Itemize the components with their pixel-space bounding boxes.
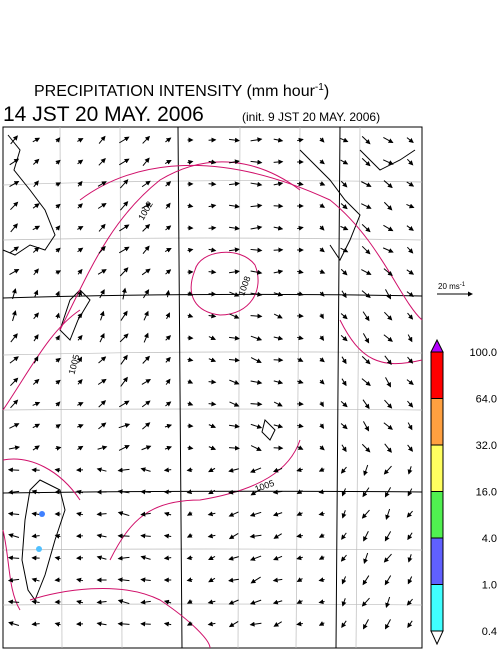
wind-vector bbox=[9, 470, 19, 471]
wind-vector bbox=[165, 558, 171, 559]
colorbar-label: 0.4 bbox=[482, 626, 497, 638]
wind-vector bbox=[274, 206, 283, 207]
title-close: ) bbox=[324, 83, 329, 100]
colorbar-segment bbox=[431, 492, 443, 539]
colorbar-label: 16.0 bbox=[476, 487, 497, 499]
colorbar-segment bbox=[431, 445, 443, 492]
colorbar-label: 1.0 bbox=[482, 580, 497, 592]
colorbar-segment bbox=[431, 352, 443, 399]
title: PRECIPITATION INTENSITY (mm hour-1) bbox=[34, 82, 329, 100]
colorbar-label: 4.0 bbox=[482, 533, 497, 545]
colorbar: 100.0 64.0 32.0 16.0 4.0 1.0 0.4 bbox=[431, 340, 497, 644]
init-time: (init. 9 JST 20 MAY. 2006) bbox=[242, 110, 380, 124]
title-text: PRECIPITATION INTENSITY (mm hour bbox=[34, 83, 316, 100]
vector-label: 20 ms bbox=[438, 282, 460, 291]
wind-vector bbox=[119, 624, 130, 625]
colorbar-label: 100.0 bbox=[469, 347, 497, 359]
wind-vector bbox=[209, 294, 216, 295]
wind-vector bbox=[209, 382, 216, 383]
wind-vector bbox=[209, 272, 216, 273]
map-area: 1002 1008 1005 1005 bbox=[3, 127, 422, 648]
wind-vector bbox=[55, 492, 60, 493]
colorbar-segment bbox=[431, 538, 443, 585]
vector-reference-label: 20 ms-1 bbox=[438, 282, 466, 291]
wind-vector bbox=[209, 228, 216, 229]
wind-vector bbox=[274, 162, 283, 163]
colorbar-label: 64.0 bbox=[476, 394, 497, 406]
colorbar-top bbox=[431, 340, 443, 352]
colorbar-segment bbox=[431, 585, 443, 632]
wind-vector bbox=[251, 404, 262, 405]
valid-time: 14 JST 20 MAY. 2006 bbox=[3, 103, 204, 126]
vector-exponent: -1 bbox=[460, 282, 466, 288]
vector-reference: 20 ms-1 bbox=[437, 282, 472, 294]
colorbar-segment bbox=[431, 399, 443, 446]
wind-vector bbox=[209, 184, 216, 185]
colorbar-bottom bbox=[431, 631, 443, 644]
colorbar-label: 32.0 bbox=[476, 440, 497, 452]
